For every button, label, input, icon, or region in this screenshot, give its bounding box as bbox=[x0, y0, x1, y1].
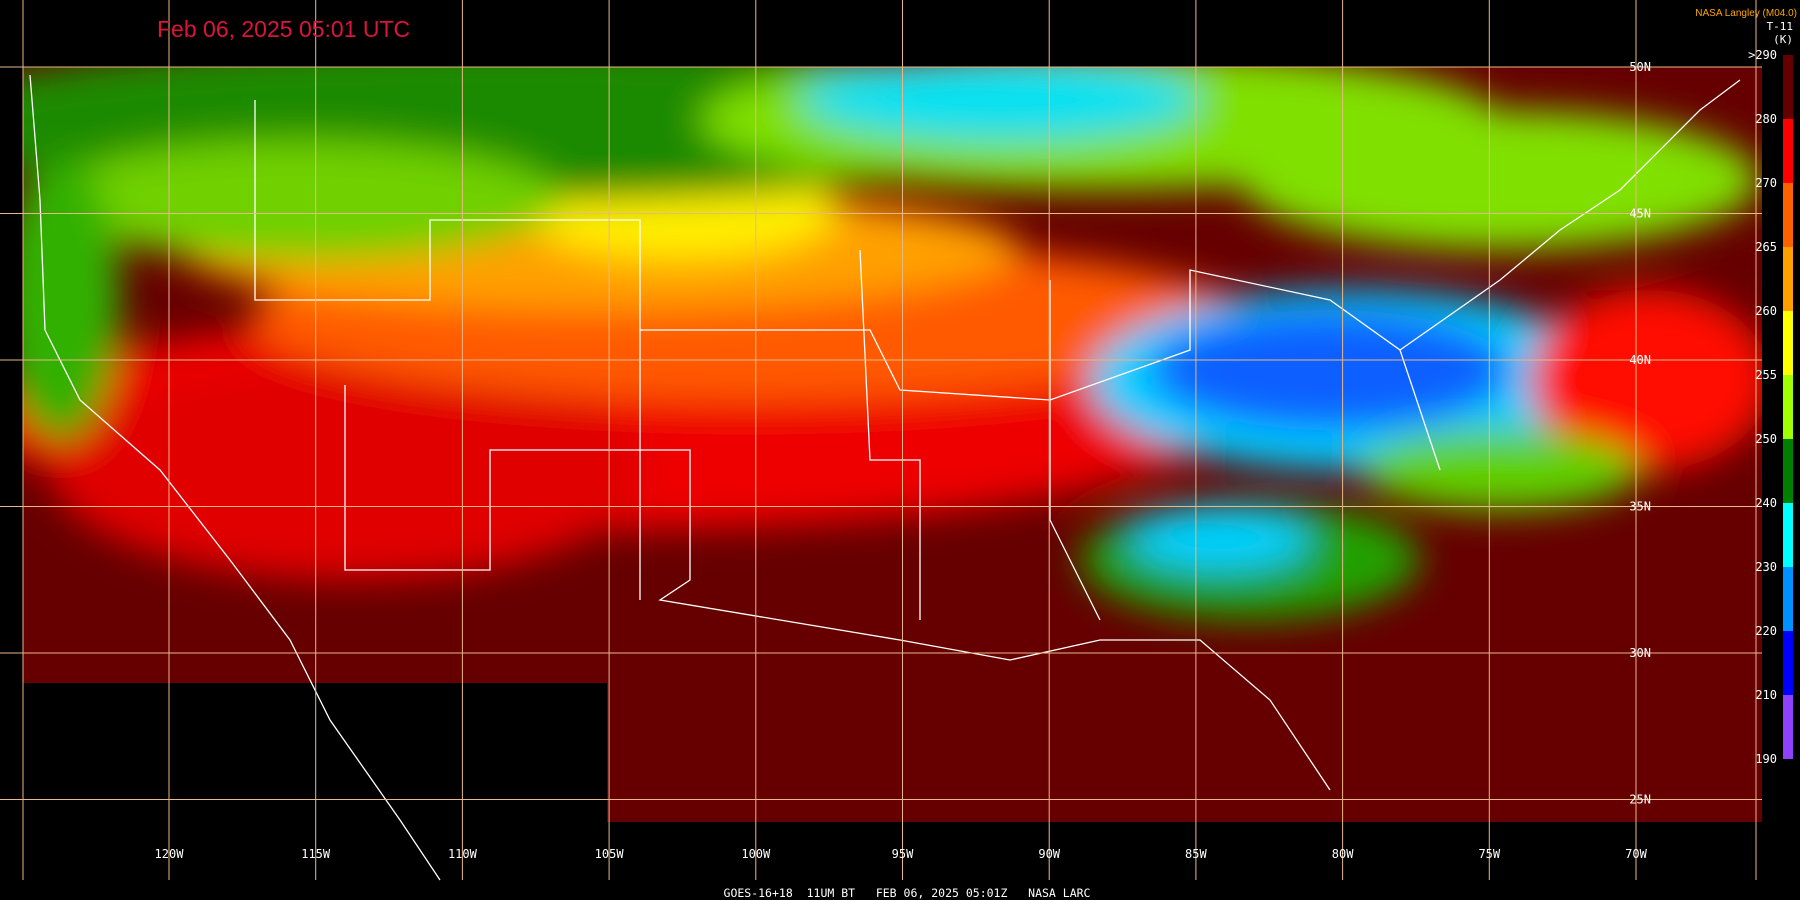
latitude-label: 25N bbox=[1629, 793, 1651, 807]
longitude-label: 75W bbox=[1478, 847, 1500, 861]
colorbar-segment bbox=[1783, 183, 1793, 247]
longitude-label: 85W bbox=[1185, 847, 1207, 861]
latitude-label: 40N bbox=[1629, 353, 1651, 367]
title: Feb 06, 2025 05:01 UTC bbox=[157, 16, 410, 42]
latitude-label: 35N bbox=[1629, 500, 1651, 514]
latitude-label: 30N bbox=[1629, 646, 1651, 660]
colorbar-label: 260 bbox=[1755, 304, 1777, 318]
longitude-label: 80W bbox=[1332, 847, 1354, 861]
colorbar-label: 230 bbox=[1755, 560, 1777, 574]
longitude-label: 100W bbox=[741, 847, 771, 861]
longitude-label: 70W bbox=[1625, 847, 1647, 861]
colorbar-label: 265 bbox=[1755, 240, 1777, 254]
colorbar-segment bbox=[1783, 311, 1793, 375]
unit: (K) bbox=[1773, 33, 1793, 46]
colorbar-segment bbox=[1783, 119, 1793, 183]
colorbar-segment bbox=[1783, 567, 1793, 631]
coastline bbox=[29, 74, 441, 881]
colorbar-label: 280 bbox=[1755, 112, 1777, 126]
colorbar-label: 220 bbox=[1755, 624, 1777, 638]
product: T-11 bbox=[1767, 20, 1794, 33]
credit: NASA Langley (M04.0) bbox=[1695, 8, 1797, 19]
colorbar-label: >290 bbox=[1748, 48, 1777, 62]
longitude-label: 120W bbox=[155, 847, 185, 861]
colorbar-segment bbox=[1783, 695, 1793, 759]
colorbar-segment bbox=[1783, 55, 1793, 119]
latitude-label: 45N bbox=[1629, 207, 1651, 221]
colorbar: >290 280 270 265 260 255 250 240 230 220 210 190 bbox=[1748, 48, 1793, 766]
coastline bbox=[1399, 79, 1741, 351]
colorbar-label: 240 bbox=[1755, 496, 1777, 510]
graticule: 120W 115W 110W 105W 100W 95W 90W 85W 80W 75W 70W 50… bbox=[0, 0, 1762, 880]
longitude-label: 90W bbox=[1038, 847, 1060, 861]
colorbar-segment bbox=[1783, 375, 1793, 439]
state-line bbox=[344, 385, 1331, 791]
colorbar-segment bbox=[1783, 439, 1793, 503]
latitude-label: 50N bbox=[1629, 60, 1651, 74]
footer: GOES-16+18 11UM BT FEB 06, 2025 05:01Z N… bbox=[724, 886, 1091, 900]
colorbar-label: 190 bbox=[1755, 752, 1777, 766]
longitude-label: 105W bbox=[595, 847, 625, 861]
longitude-label: 95W bbox=[892, 847, 914, 861]
colorbar-label: 255 bbox=[1755, 368, 1777, 382]
colorbar-segment bbox=[1783, 631, 1793, 695]
longitude-label: 110W bbox=[448, 847, 478, 861]
colorbar-label: 250 bbox=[1755, 432, 1777, 446]
longitude-label: 115W bbox=[301, 847, 331, 861]
colorbar-segment bbox=[1783, 503, 1793, 567]
colorbar-label: 270 bbox=[1755, 176, 1777, 190]
colorbar-label: 210 bbox=[1755, 688, 1777, 702]
colorbar-segment bbox=[1783, 247, 1793, 311]
boundaries bbox=[29, 74, 1741, 881]
